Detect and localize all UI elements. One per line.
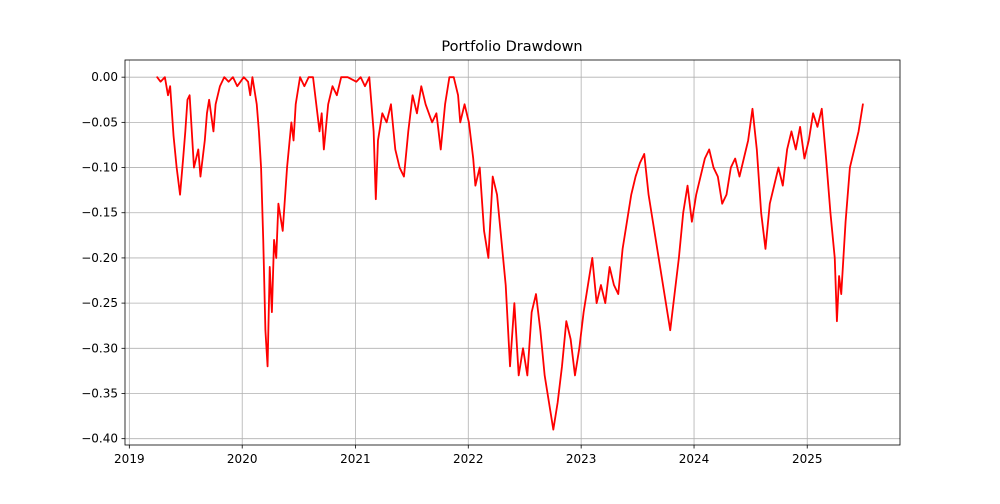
y-tick-label: −0.15 <box>81 206 118 220</box>
y-tick-label: −0.35 <box>81 386 118 400</box>
x-tick-label: 2024 <box>679 452 710 466</box>
grid-lines <box>125 60 900 445</box>
y-tick-label: −0.40 <box>81 432 118 446</box>
x-tick-label: 2025 <box>792 452 823 466</box>
y-tick-label: −0.25 <box>81 296 118 310</box>
x-tick-label: 2023 <box>566 452 597 466</box>
x-tick-label: 2020 <box>227 452 258 466</box>
x-tick-label: 2019 <box>114 452 145 466</box>
y-tick-label: −0.30 <box>81 341 118 355</box>
x-tick-label: 2022 <box>453 452 484 466</box>
y-tick-label: −0.05 <box>81 115 118 129</box>
y-tick-label: −0.10 <box>81 161 118 175</box>
drawdown-series-line <box>156 76 864 431</box>
x-tick-label: 2021 <box>340 452 371 466</box>
plot-frame <box>124 59 901 446</box>
y-tick-label: −0.20 <box>81 251 118 265</box>
x-axis: 2019 2020 2021 2022 2023 2024 2025 <box>114 445 822 466</box>
y-tick-label: 0.00 <box>91 70 118 84</box>
y-axis: 0.00 −0.05 −0.10 −0.15 −0.20 −0.25 −0.30 −0.35 −… <box>81 70 125 446</box>
chart-title: Portfolio Drawdown <box>441 39 582 55</box>
series-layer <box>156 76 864 431</box>
